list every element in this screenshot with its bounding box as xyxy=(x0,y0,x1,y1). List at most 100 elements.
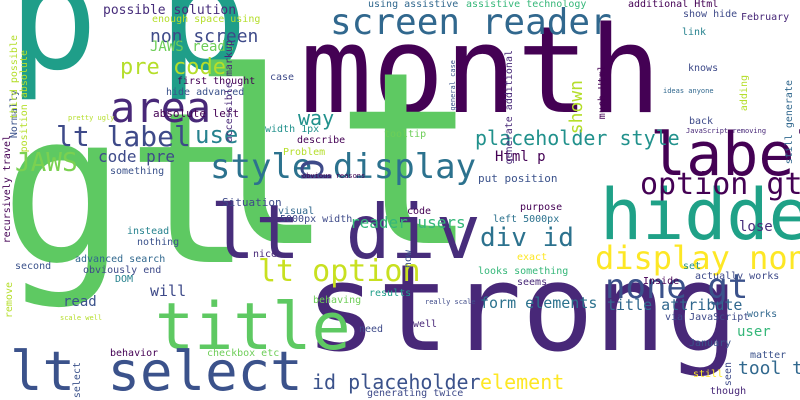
word: now xyxy=(403,250,414,269)
word: behavior xyxy=(110,348,159,359)
word: seen xyxy=(723,362,734,387)
word: something xyxy=(110,166,165,177)
word: using assistive xyxy=(368,0,459,10)
word: February xyxy=(741,12,790,23)
word: way xyxy=(298,106,335,130)
word: tool tip xyxy=(738,358,800,379)
word: Problem xyxy=(283,147,326,158)
word: JavaScript removing xyxy=(686,127,767,135)
word: actually works xyxy=(695,271,780,282)
word: generate additional xyxy=(504,50,515,165)
word: generating twice xyxy=(367,388,464,399)
word: nothing xyxy=(137,237,180,248)
word: pre code xyxy=(120,55,226,80)
word: Html p xyxy=(495,149,546,165)
word: first thought xyxy=(177,76,256,87)
word: hide advanced xyxy=(166,87,245,98)
word: label xyxy=(650,120,800,190)
word: though xyxy=(710,386,747,397)
word: still xyxy=(693,369,724,380)
word: January xyxy=(689,338,732,349)
word: lt option xyxy=(258,254,421,289)
word: enough space using xyxy=(152,14,261,25)
word: second xyxy=(15,261,52,272)
word: left 5000px xyxy=(493,214,560,225)
word: much Html xyxy=(597,65,608,120)
word: hidden xyxy=(600,174,800,256)
word: read xyxy=(63,294,97,310)
word: style display xyxy=(210,147,477,187)
word: well xyxy=(413,319,438,330)
word: p xyxy=(8,0,99,104)
word: div id xyxy=(480,223,574,253)
word: DOM xyxy=(115,274,134,285)
word: option gt xyxy=(640,167,800,202)
word: back xyxy=(689,116,714,127)
word: seems xyxy=(517,277,548,288)
word: absolute left xyxy=(153,107,240,120)
word: set xyxy=(683,261,702,272)
word: purpose xyxy=(520,202,563,213)
word: adding xyxy=(739,75,750,112)
word: user xyxy=(737,324,771,340)
word: Inside xyxy=(643,276,680,287)
word: describe xyxy=(297,135,346,146)
word: knows xyxy=(688,63,719,74)
word: area xyxy=(110,83,212,132)
word: width 1px xyxy=(265,124,320,135)
word: works xyxy=(747,309,778,320)
word: recursively travel xyxy=(2,135,13,244)
word: results xyxy=(369,288,412,299)
word: nice xyxy=(253,249,278,260)
word: id placeholder xyxy=(312,370,481,394)
word: possible solution xyxy=(103,3,237,18)
word: use xyxy=(195,121,239,149)
word: lt label xyxy=(56,120,191,153)
word: month xyxy=(300,2,662,141)
word: obvious reasons xyxy=(302,172,366,180)
word: behaving xyxy=(313,295,362,306)
word: via JavaScript xyxy=(665,312,750,323)
word: p xyxy=(158,0,249,104)
word: accessible markup xyxy=(224,40,235,143)
word: link xyxy=(682,27,707,38)
word: matter xyxy=(750,350,787,361)
word: lt xyxy=(190,20,479,300)
word: will xyxy=(150,282,187,300)
word: none gt xyxy=(605,267,749,307)
word: reader users xyxy=(350,213,466,232)
word: still generate xyxy=(784,80,795,165)
word: advanced search xyxy=(75,254,166,265)
word: lt div xyxy=(210,188,481,276)
word: scale well xyxy=(60,314,103,322)
word: assistive technology xyxy=(466,0,587,10)
word: exact xyxy=(517,252,548,263)
word: select xyxy=(72,362,83,399)
word: additional Html xyxy=(628,0,719,10)
word: gt xyxy=(0,67,253,312)
word: looks something xyxy=(478,266,569,277)
word: Situation xyxy=(222,196,282,209)
word: screen reader xyxy=(330,2,612,43)
word: checkbox etc xyxy=(207,348,280,359)
word: title xyxy=(155,290,351,365)
word: tooltip xyxy=(384,129,427,140)
word: JAWS xyxy=(15,148,78,178)
word: JAWS reads xyxy=(150,39,235,55)
word: show hide xyxy=(683,9,738,20)
word: 5000px width xyxy=(280,214,353,225)
word: case xyxy=(270,72,295,83)
word: pretty ugly xyxy=(68,114,115,122)
word: obviously end xyxy=(83,265,162,276)
word: really scale xyxy=(425,298,476,306)
word: placeholder style xyxy=(475,126,680,150)
word: display none xyxy=(595,239,800,277)
word: code pre xyxy=(98,147,176,166)
word: code xyxy=(407,206,432,217)
word: strong xyxy=(305,240,739,379)
word: remove xyxy=(4,282,15,319)
word: form elements xyxy=(480,294,598,312)
word: position absolute xyxy=(19,50,30,153)
word: lose xyxy=(739,219,773,235)
